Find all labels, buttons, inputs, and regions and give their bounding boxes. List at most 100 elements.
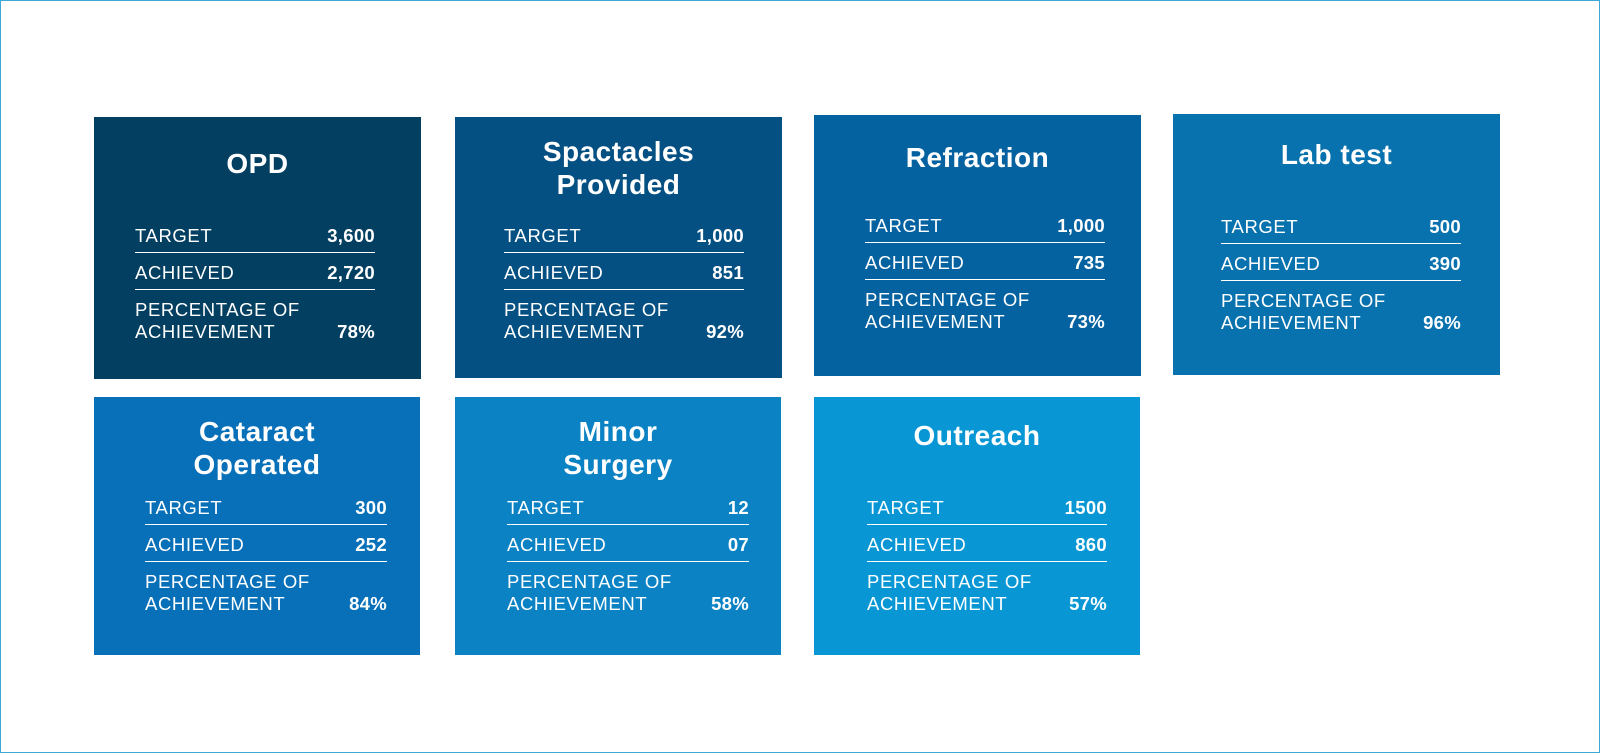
- target-value: 500: [1429, 216, 1461, 237]
- percentage-value: 96%: [1423, 312, 1461, 333]
- achieved-row: ACHIEVED 735: [865, 252, 1105, 280]
- target-row: TARGET 12: [507, 497, 749, 525]
- card-title-line: OPD: [226, 148, 289, 179]
- percentage-label-line2: ACHIEVEMENT: [865, 311, 1006, 332]
- percentage-label-line2: ACHIEVEMENT: [507, 593, 648, 614]
- percentage-label: PERCENTAGE OF ACHIEVEMENT: [865, 289, 1030, 333]
- percentage-row: PERCENTAGE OF ACHIEVEMENT 78%: [135, 299, 375, 348]
- percentage-label-line2: ACHIEVEMENT: [135, 321, 276, 342]
- achieved-value: 735: [1073, 252, 1105, 273]
- achieved-row: ACHIEVED 860: [867, 534, 1107, 562]
- percentage-label-line1: PERCENTAGE OF: [865, 289, 1030, 310]
- stat-card-outreach: Outreach TARGET 1500 ACHIEVED 860 PERCEN…: [814, 397, 1140, 655]
- percentage-label-line1: PERCENTAGE OF: [504, 299, 669, 320]
- achieved-label: ACHIEVED: [865, 252, 965, 273]
- percentage-label: PERCENTAGE OF ACHIEVEMENT: [145, 571, 310, 615]
- stat-card-lab-test: Lab test TARGET 500 ACHIEVED 390 PERCENT…: [1173, 114, 1500, 375]
- stats-table: TARGET 1,000 ACHIEVED 735 PERCENTAGE OF …: [865, 215, 1105, 338]
- percentage-value: 92%: [706, 321, 744, 342]
- stats-table: TARGET 3,600 ACHIEVED 2,720 PERCENTAGE O…: [135, 225, 375, 348]
- target-label: TARGET: [145, 497, 223, 518]
- percentage-label-line1: PERCENTAGE OF: [145, 571, 310, 592]
- achieved-value: 07: [727, 534, 749, 555]
- percentage-label-line1: PERCENTAGE OF: [507, 571, 672, 592]
- target-label: TARGET: [865, 215, 943, 236]
- card-title-line: Lab test: [1280, 139, 1393, 170]
- target-value: 1,000: [696, 225, 744, 246]
- target-value: 1500: [1064, 497, 1107, 518]
- stats-table: TARGET 1,000 ACHIEVED 851 PERCENTAGE OF …: [504, 225, 744, 348]
- stats-table: TARGET 300 ACHIEVED 252 PERCENTAGE OF AC…: [145, 497, 387, 620]
- card-title-line: Refraction: [905, 142, 1050, 173]
- achieved-row: ACHIEVED 07: [507, 534, 749, 562]
- percentage-label-line1: PERCENTAGE OF: [867, 571, 1032, 592]
- target-label: TARGET: [504, 225, 582, 246]
- target-row: TARGET 1,000: [865, 215, 1105, 243]
- percentage-value: 57%: [1069, 593, 1107, 614]
- stat-card-opd: OPD TARGET 3,600 ACHIEVED 2,720 PERCENTA…: [94, 117, 421, 379]
- card-title: OPD: [94, 147, 421, 180]
- percentage-value: 84%: [349, 593, 387, 614]
- card-title-line: Provided: [556, 169, 681, 200]
- target-label: TARGET: [135, 225, 213, 246]
- target-row: TARGET 500: [1221, 216, 1461, 244]
- card-title: Minor Surgery: [455, 415, 781, 481]
- achieved-value: 860: [1075, 534, 1107, 555]
- card-title: Cataract Operated: [94, 415, 420, 481]
- target-value: 3,600: [327, 225, 375, 246]
- percentage-value: 78%: [337, 321, 375, 342]
- achieved-row: ACHIEVED 2,720: [135, 262, 375, 290]
- percentage-label-line2: ACHIEVEMENT: [145, 593, 286, 614]
- percentage-label: PERCENTAGE OF ACHIEVEMENT: [135, 299, 300, 343]
- achieved-row: ACHIEVED 851: [504, 262, 744, 290]
- card-title: Lab test: [1173, 138, 1500, 171]
- target-row: TARGET 1,000: [504, 225, 744, 253]
- achieved-label: ACHIEVED: [504, 262, 604, 283]
- achieved-row: ACHIEVED 252: [145, 534, 387, 562]
- card-title: Refraction: [814, 141, 1141, 174]
- stat-card-cataract: Cataract Operated TARGET 300 ACHIEVED 25…: [94, 397, 420, 655]
- card-title-line: Spactacles: [542, 136, 695, 167]
- card-title-line: Minor: [578, 416, 658, 447]
- target-row: TARGET 3,600: [135, 225, 375, 253]
- card-title-line: Outreach: [913, 420, 1041, 451]
- percentage-value: 73%: [1067, 311, 1105, 332]
- percentage-label-line2: ACHIEVEMENT: [504, 321, 645, 342]
- percentage-label-line1: PERCENTAGE OF: [135, 299, 300, 320]
- target-value: 1,000: [1057, 215, 1105, 236]
- percentage-label: PERCENTAGE OF ACHIEVEMENT: [507, 571, 672, 615]
- target-label: TARGET: [867, 497, 945, 518]
- target-label: TARGET: [507, 497, 585, 518]
- stats-table: TARGET 500 ACHIEVED 390 PERCENTAGE OF AC…: [1221, 216, 1461, 339]
- achieved-value: 2,720: [327, 262, 375, 283]
- target-label: TARGET: [1221, 216, 1299, 237]
- percentage-label: PERCENTAGE OF ACHIEVEMENT: [867, 571, 1032, 615]
- percentage-label-line1: PERCENTAGE OF: [1221, 290, 1386, 311]
- target-value: 300: [355, 497, 387, 518]
- percentage-label-line2: ACHIEVEMENT: [867, 593, 1008, 614]
- achieved-label: ACHIEVED: [135, 262, 235, 283]
- percentage-label: PERCENTAGE OF ACHIEVEMENT: [504, 299, 669, 343]
- card-title-line: Cataract: [198, 416, 316, 447]
- percentage-label: PERCENTAGE OF ACHIEVEMENT: [1221, 290, 1386, 334]
- percentage-row: PERCENTAGE OF ACHIEVEMENT 84%: [145, 571, 387, 620]
- card-title: Spactacles Provided: [455, 135, 782, 201]
- target-row: TARGET 300: [145, 497, 387, 525]
- percentage-row: PERCENTAGE OF ACHIEVEMENT 96%: [1221, 290, 1461, 339]
- stats-table: TARGET 1500 ACHIEVED 860 PERCENTAGE OF A…: [867, 497, 1107, 620]
- achieved-value: 390: [1429, 253, 1461, 274]
- achieved-label: ACHIEVED: [867, 534, 967, 555]
- percentage-label-line2: ACHIEVEMENT: [1221, 312, 1362, 333]
- achieved-value: 851: [712, 262, 744, 283]
- achieved-label: ACHIEVED: [145, 534, 245, 555]
- stat-card-spectacles: Spactacles Provided TARGET 1,000 ACHIEVE…: [455, 117, 782, 378]
- percentage-row: PERCENTAGE OF ACHIEVEMENT 57%: [867, 571, 1107, 620]
- target-row: TARGET 1500: [867, 497, 1107, 525]
- card-title-line: Operated: [193, 449, 321, 480]
- target-value: 12: [727, 497, 749, 518]
- stat-card-minor-surgery: Minor Surgery TARGET 12 ACHIEVED 07 PERC…: [455, 397, 781, 655]
- stat-card-refraction: Refraction TARGET 1,000 ACHIEVED 735 PER…: [814, 115, 1141, 376]
- percentage-row: PERCENTAGE OF ACHIEVEMENT 92%: [504, 299, 744, 348]
- achieved-value: 252: [355, 534, 387, 555]
